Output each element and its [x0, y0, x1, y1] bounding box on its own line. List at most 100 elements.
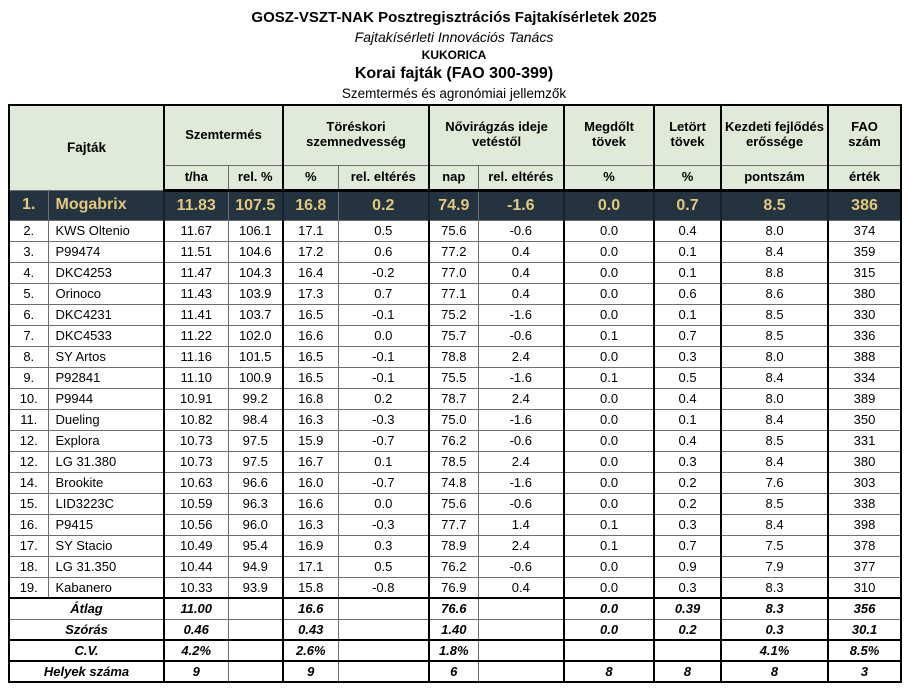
value-cell: 8.5	[720, 303, 829, 326]
summary-value-cell	[477, 597, 565, 620]
value-cell: 303	[827, 471, 902, 494]
value-cell: 0.2	[653, 492, 722, 515]
subtitle-council: Fajtakísérleti Innovációs Tanács	[354, 29, 554, 45]
subheader-days: nap	[428, 164, 479, 192]
value-cell: 96.6	[227, 471, 284, 494]
value-cell: 75.6	[428, 219, 479, 242]
variety-name-cell: DKC4253	[47, 261, 165, 284]
value-cell: 0.4	[477, 282, 565, 305]
value-cell: 0.1	[563, 324, 655, 347]
value-cell: 350	[827, 408, 902, 431]
value-cell: 10.73	[163, 450, 229, 473]
value-cell: 0.0	[563, 345, 655, 368]
value-cell: 0.0	[563, 189, 655, 221]
value-cell: 16.9	[282, 534, 339, 557]
summary-value-cell	[227, 660, 284, 683]
value-cell: 8.0	[720, 387, 829, 410]
value-cell: 8.4	[720, 408, 829, 431]
variety-row: 11. Dueling 10.82 98.4 16.3 -0.3 75.0 -1.6 0.0 0.…	[8, 408, 902, 431]
summary-value-cell	[477, 618, 565, 641]
summary-value-cell: 356	[827, 597, 902, 620]
variety-row: 15. LID3223C 10.59 96.3 16.6 0.0 75.6 -0.6 0.0 0.…	[8, 492, 902, 515]
rank-cell: 4.	[8, 261, 49, 284]
value-cell: 0.2	[337, 189, 430, 221]
value-cell: 0.4	[653, 219, 722, 242]
value-cell: 76.9	[428, 576, 479, 599]
value-cell: 8.5	[720, 429, 829, 452]
rank-cell: 12.	[8, 429, 49, 452]
value-cell: 8.3	[720, 576, 829, 599]
value-cell: 75.5	[428, 366, 479, 389]
summary-value-cell: 4.1%	[720, 639, 829, 662]
value-cell: 389	[827, 387, 902, 410]
summary-value-cell	[337, 660, 430, 683]
value-cell: 0.7	[653, 189, 722, 221]
value-cell: 380	[827, 282, 902, 305]
summary-value-cell	[337, 618, 430, 641]
value-cell: -0.2	[337, 261, 430, 284]
value-cell: 74.9	[428, 189, 479, 221]
title-block: GOSZ-VSZT-NAK Posztregisztrációs Fajtakí…	[0, 0, 908, 101]
value-cell: 96.3	[227, 492, 284, 515]
variety-name-cell: Orinoco	[47, 282, 165, 305]
value-cell: 77.1	[428, 282, 479, 305]
subheader-lodged-percent: %	[563, 164, 655, 192]
value-cell: 2.4	[477, 345, 565, 368]
subtitle-crop: KUKORICA	[421, 48, 487, 62]
value-cell: 10.91	[163, 387, 229, 410]
value-cell: 104.6	[227, 240, 284, 263]
header-group-harvest-moisture: Töréskori szemnedvesség	[282, 104, 430, 166]
value-cell: 8.5	[720, 492, 829, 515]
rank-cell: 6.	[8, 303, 49, 326]
value-cell: 16.4	[282, 261, 339, 284]
rank-cell: 8.	[8, 345, 49, 368]
value-cell: 0.4	[477, 576, 565, 599]
summary-label-cell: Szórás	[8, 618, 165, 641]
value-cell: 98.4	[227, 408, 284, 431]
rank-cell: 12.	[8, 450, 49, 473]
value-cell: 77.2	[428, 240, 479, 263]
value-cell: 0.1	[563, 534, 655, 557]
value-cell: 0.0	[563, 555, 655, 578]
value-cell: -0.8	[337, 576, 430, 599]
value-cell: 75.2	[428, 303, 479, 326]
value-cell: 75.0	[428, 408, 479, 431]
summary-value-cell: 1.40	[428, 618, 479, 641]
value-cell: 388	[827, 345, 902, 368]
variety-name-cell: SY Artos	[47, 345, 165, 368]
subheader-broken-percent: %	[653, 164, 722, 192]
value-cell: 0.2	[653, 471, 722, 494]
summary-label-cell: Helyek száma	[8, 660, 165, 683]
summary-value-cell	[563, 639, 655, 662]
subheader-rel-percent: rel. %	[227, 164, 284, 192]
header-varieties: Fajták	[8, 104, 165, 191]
variety-row: 12. LG 31.380 10.73 97.5 16.7 0.1 78.5 2.4 0.0 0.…	[8, 450, 902, 473]
variety-name-cell: P9944	[47, 387, 165, 410]
value-cell: 11.41	[163, 303, 229, 326]
value-cell: 2.4	[477, 387, 565, 410]
variety-name-cell: SY Stacio	[47, 534, 165, 557]
value-cell: 78.9	[428, 534, 479, 557]
subtitle-metrics: Szemtermés és agronómiai jellemzők	[341, 86, 567, 101]
variety-row: 6. DKC4231 11.41 103.7 16.5 -0.1 75.2 -1.6 0.0 0.…	[8, 303, 902, 326]
value-cell: -0.1	[337, 366, 430, 389]
value-cell: 0.0	[563, 282, 655, 305]
header-group-grain-yield: Szemtermés	[162, 104, 284, 166]
summary-label-cell: C.V.	[8, 639, 165, 662]
value-cell: 93.9	[227, 576, 284, 599]
value-cell: -0.7	[337, 471, 430, 494]
value-cell: 11.10	[163, 366, 229, 389]
value-cell: 107.5	[227, 189, 284, 221]
value-cell: 0.6	[337, 240, 430, 263]
value-cell: 10.33	[163, 576, 229, 599]
value-cell: 0.5	[337, 555, 430, 578]
value-cell: 0.4	[477, 261, 565, 284]
variety-name-cell: Dueling	[47, 408, 165, 431]
value-cell: 0.3	[653, 576, 722, 599]
variety-row: 17. SY Stacio 10.49 95.4 16.9 0.3 78.9 2.4 0.1 0.…	[8, 534, 902, 557]
value-cell: 100.9	[227, 366, 284, 389]
subheader-moisture-rel-diff: rel. eltérés	[337, 164, 430, 192]
variety-name-cell: P92841	[47, 366, 165, 389]
rank-cell: 1.	[8, 189, 49, 221]
value-cell: 310	[827, 576, 902, 599]
